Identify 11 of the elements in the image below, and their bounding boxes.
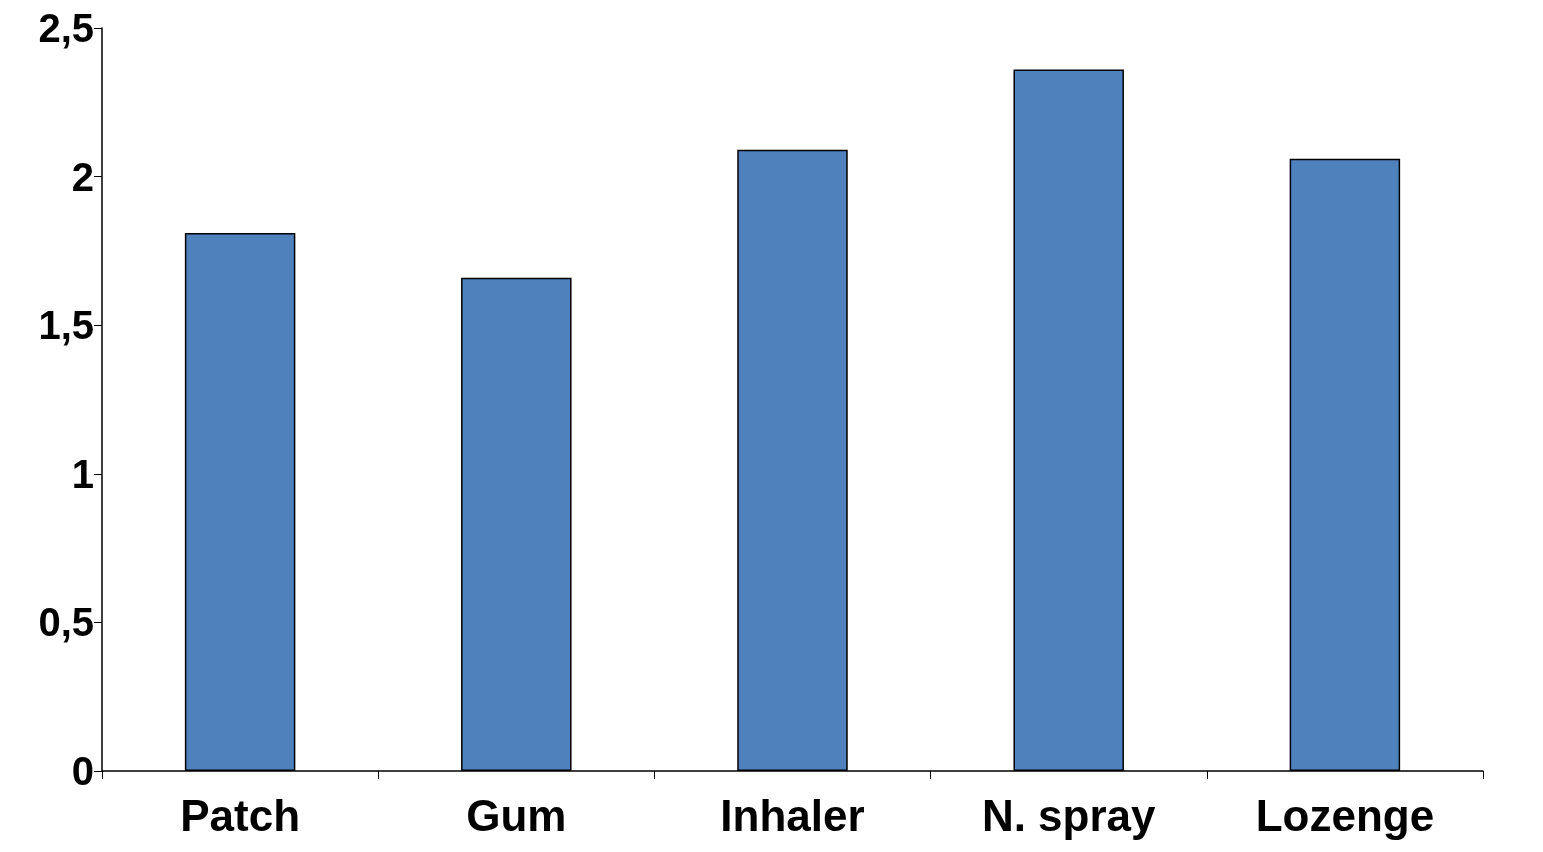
y-tick-label: 1 [71,451,94,496]
y-tick-label: 2 [71,154,94,199]
y-tick-label: 0,5 [38,600,94,645]
x-tick-label: Patch [180,790,301,840]
y-tick-label: 0 [71,749,94,793]
x-tick-label: Lozenge [1255,790,1435,840]
x-tick-label: N. spray [981,790,1157,840]
x-tick-label: Inhaler [720,790,865,840]
x-tick-label: Gum [466,790,567,840]
y-tick-label: 1,5 [38,303,94,348]
y-tick-label: 2,5 [38,6,94,50]
